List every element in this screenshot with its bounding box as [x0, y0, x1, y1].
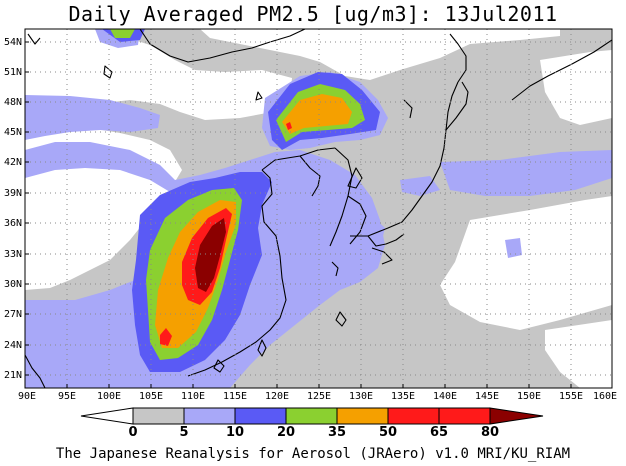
axis-ticks	[25, 41, 572, 388]
colorbar-label: 5	[179, 425, 188, 440]
colorbar-label: 0	[128, 425, 137, 440]
colorbar-label: 50	[379, 425, 397, 440]
level-0-5-regions	[25, 29, 612, 388]
lat-label: 42N	[4, 157, 22, 168]
colorbar-labels: 0 5 10 20 35 50 65 80	[128, 425, 499, 440]
lat-label: 24N	[4, 340, 22, 351]
colorbar-swatch	[183, 407, 236, 425]
lat-label: 30N	[4, 279, 22, 290]
lon-label: 125E	[307, 391, 331, 402]
colorbar-swatch	[285, 407, 338, 425]
lon-label: 145E	[475, 391, 499, 402]
lon-label: 155E	[559, 391, 583, 402]
lon-label: 100E	[97, 391, 121, 402]
lon-label: 160E	[593, 391, 617, 402]
colorbar-right-arrow	[489, 407, 544, 425]
lon-label: 105E	[139, 391, 163, 402]
lon-label: 95E	[58, 391, 76, 402]
lat-label: 51N	[4, 67, 22, 78]
level-80-plus-regions	[195, 218, 226, 292]
lon-label: 115E	[223, 391, 247, 402]
lat-label: 48N	[4, 97, 22, 108]
lon-label: 140E	[433, 391, 457, 402]
lat-label: 36N	[4, 218, 22, 229]
colorbar-swatch	[336, 407, 389, 425]
lon-label: 135E	[391, 391, 415, 402]
map-title: Daily Averaged PM2.5 [ug/m3]: 13Jul2011	[68, 2, 558, 26]
lon-label: 130E	[349, 391, 373, 402]
lon-label: 150E	[517, 391, 541, 402]
colorbar-label: 80	[481, 425, 499, 440]
lat-label: 54N	[4, 37, 22, 48]
colorbar-swatch	[234, 407, 287, 425]
lat-label: 21N	[4, 370, 22, 381]
colorbar-label: 65	[430, 425, 448, 440]
colorbar-label: 35	[328, 425, 346, 440]
colorbar-swatch	[387, 407, 440, 425]
footer-credit: The Japanese Reanalysis for Aerosol (JRA…	[55, 446, 571, 462]
lon-label: 110E	[181, 391, 205, 402]
colorbar-left-arrow	[80, 407, 134, 425]
longitude-labels: 90E 95E 100E 105E 110E 115E 120E 125E 13…	[18, 391, 617, 402]
colorbar-label: 10	[226, 425, 244, 440]
colorbar-swatch	[132, 407, 185, 425]
lon-label: 120E	[265, 391, 289, 402]
lat-label: 39N	[4, 188, 22, 199]
lat-label: 27N	[4, 309, 22, 320]
lon-label: 90E	[18, 391, 36, 402]
colorbar-label: 20	[277, 425, 295, 440]
lat-label: 45N	[4, 127, 22, 138]
lat-label: 33N	[4, 249, 22, 260]
colorbar-swatch	[438, 407, 491, 425]
latitude-labels: 54N 51N 48N 45N 42N 39N 36N 33N 30N 27N …	[4, 37, 22, 381]
colorbar	[80, 407, 544, 425]
coastlines	[25, 29, 612, 388]
